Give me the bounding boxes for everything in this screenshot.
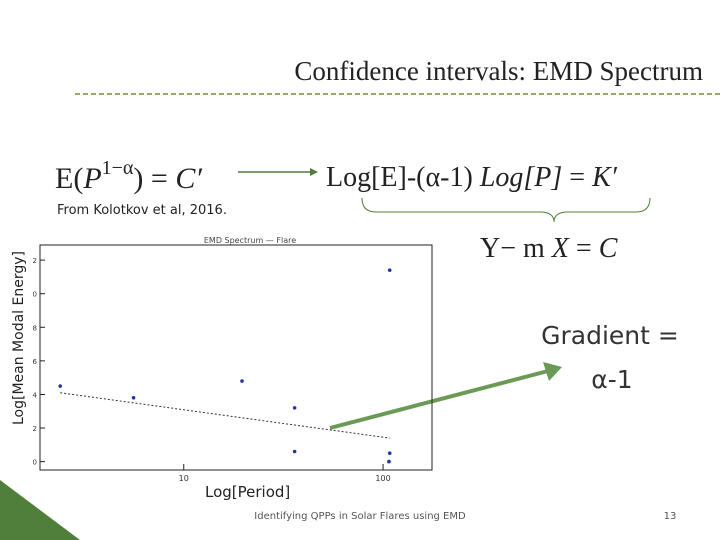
footer: Identifying QPPs in Solar Flares using E… (254, 511, 466, 522)
point (387, 451, 392, 456)
y-tick-label: 0 (33, 291, 37, 299)
eq-part: C′ (175, 162, 202, 195)
page-number: 13 (664, 511, 677, 522)
y-tick-label: 2 (33, 425, 37, 433)
citation: From Kolotkov et al, 2016. (57, 203, 227, 218)
y-axis-label: Log[Mean Modal Energy] (11, 251, 27, 425)
point (387, 459, 391, 464)
brace (361, 197, 651, 223)
y-tick-label: 4 (33, 391, 38, 399)
fit-line (60, 392, 390, 439)
gradient-text: Gradient = (541, 321, 679, 350)
plot-title: EMD Spectrum — Flare (204, 236, 296, 245)
equation-3: Y− m X = C (480, 233, 618, 264)
point (292, 449, 297, 454)
eq-part: Y− m (480, 233, 552, 264)
eq-part: P (82, 162, 101, 195)
eq-part: K′ (591, 162, 618, 193)
eq-part: Log[P] (479, 162, 562, 193)
x-axis-label: Log[Period] (205, 483, 290, 501)
equation-1: E(P1−α) = C′ (55, 157, 202, 195)
eq-part: X (551, 233, 570, 264)
gradient-arrow-head (543, 362, 562, 381)
plot-frame (39, 244, 433, 471)
y-tick-label: 0 (33, 459, 37, 467)
eq-part: = (562, 162, 592, 193)
point (292, 406, 297, 410)
y-tick-label: 8 (33, 324, 37, 332)
equation-2: Log[E]-(α-1) Log[P] = K′ (326, 162, 618, 193)
embedded-plot: EMD Spectrum — Flare 2 0 8 6 4 2 0 10 100 (33, 236, 433, 483)
x-tick-label: 10 (179, 474, 189, 483)
point (131, 395, 136, 400)
y-tick-label: 6 (33, 358, 38, 366)
eq-part: E( (55, 162, 83, 195)
x-tick-label: 100 (375, 474, 390, 483)
eq-part: Log[E]-(α-1) (326, 162, 480, 193)
point (387, 268, 392, 272)
eq-part: C (599, 233, 618, 264)
eq-part: = (569, 233, 599, 264)
point (240, 379, 244, 383)
gradient-arrow (329, 369, 549, 430)
y-tick-label: 2 (33, 257, 37, 265)
slide-title: Confidence intervals: EMD Spectrum (294, 56, 703, 86)
eq-part: 1−α (102, 157, 134, 179)
eq-part: ) = (133, 162, 175, 195)
point (58, 384, 63, 388)
arrow-head (310, 168, 318, 176)
corner-decoration (0, 480, 80, 540)
gradient-text: α-1 (591, 365, 632, 394)
